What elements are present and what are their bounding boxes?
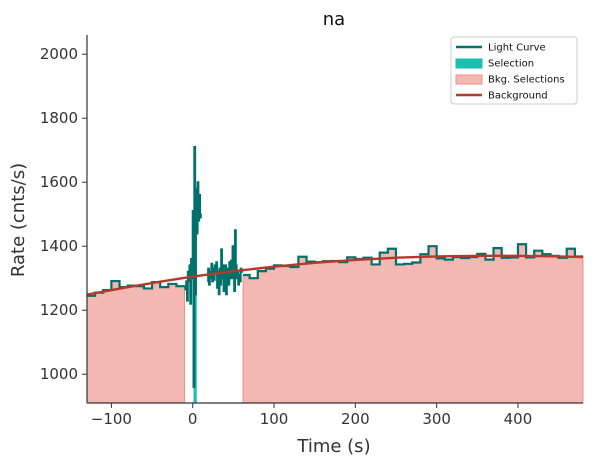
light-curve-burst <box>207 229 244 296</box>
y-tick-label: 1000 <box>40 365 78 383</box>
legend-frame <box>450 36 578 105</box>
bkg-selection-band-1 <box>86 280 186 404</box>
y-tick-label: 1400 <box>40 237 78 255</box>
selection-fills <box>86 243 584 404</box>
x-tick-label: −100 <box>91 410 132 428</box>
x-axis-title: Time (s) <box>296 436 370 457</box>
legend: Light Curve Selection Bkg. Selections Backg… <box>450 36 578 105</box>
y-axis-title: Rate (cnts/s) <box>8 163 29 277</box>
x-tick-label: 0 <box>188 410 198 428</box>
background-model-line <box>86 254 584 296</box>
legend-label-1: Selection <box>488 59 534 70</box>
x-tick-label: 200 <box>341 410 370 428</box>
y-tick-label: 2000 <box>40 45 78 63</box>
legend-label-2: Bkg. Selections <box>488 75 565 86</box>
chart-title: na <box>323 9 345 30</box>
y-tick-label: 1200 <box>40 301 78 319</box>
light-curve-post <box>243 243 583 280</box>
series-layer <box>86 146 584 388</box>
legend-swatch-2 <box>455 74 483 85</box>
axes <box>86 35 583 404</box>
light-curve-burst <box>184 146 202 388</box>
y-tick-label: 1800 <box>40 109 78 127</box>
legend-swatch-1 <box>455 58 483 69</box>
legend-label-0: Light Curve <box>488 43 546 54</box>
x-tick-label: 300 <box>422 410 451 428</box>
x-tick-label: 100 <box>260 410 289 428</box>
x-tick-label: 400 <box>504 410 533 428</box>
legend-label-3: Background <box>488 91 548 102</box>
ticks: −100 0 100 200 300 400 1000 1200 1400 1600 1800 200… <box>40 45 532 428</box>
y-tick-label: 1600 <box>40 173 78 191</box>
